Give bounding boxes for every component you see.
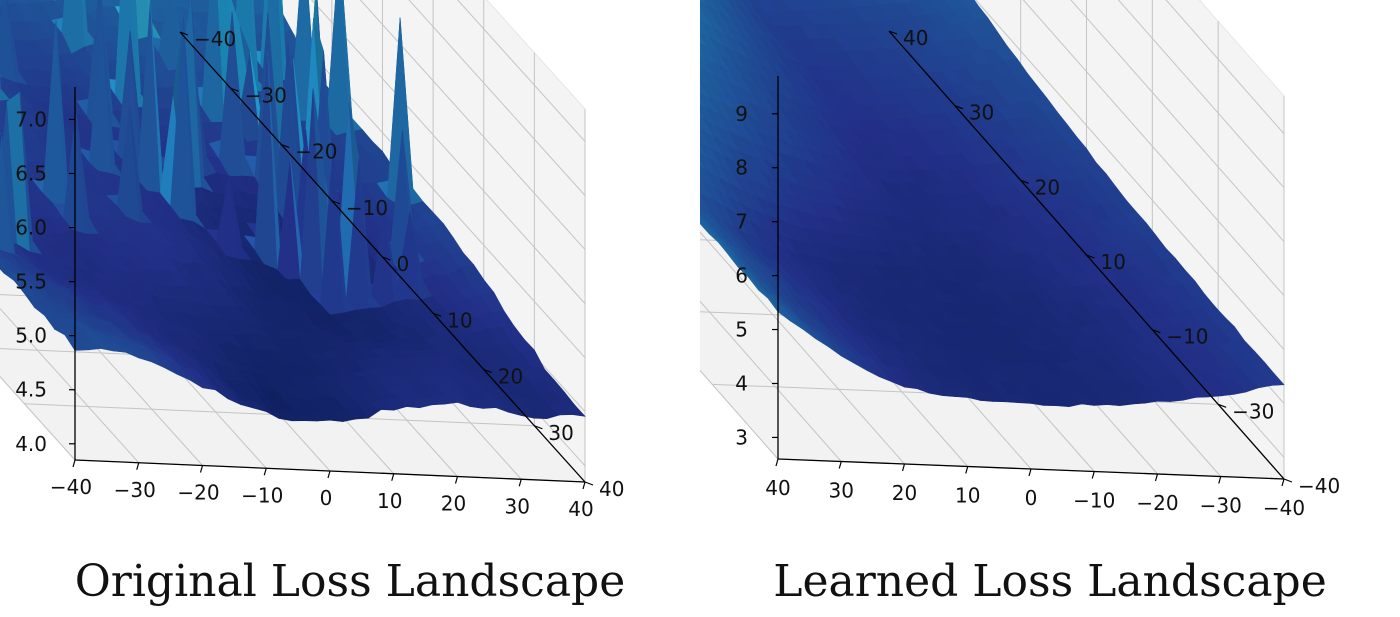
surface-mesh	[700, 0, 1285, 408]
y-tick	[331, 200, 341, 205]
x-tick	[1154, 473, 1159, 482]
x-tick-label: −20	[177, 481, 219, 505]
original-surface-plot: 4.0 4.5 5.0 5.5 6.0 6.5 7.0 −40 −30 −20 −10 0 10 20 30…	[0, 0, 624, 521]
x-tick	[72, 459, 76, 468]
x-tick	[327, 470, 331, 479]
y-tick	[432, 312, 442, 317]
surface-mesh	[0, 0, 586, 423]
x-tick-label: −10	[241, 483, 283, 507]
x-tick	[1091, 471, 1095, 479]
y-tick-label: 40	[903, 26, 928, 50]
x-tick-label: −40	[50, 475, 92, 499]
z-tick-label: 4	[735, 371, 748, 395]
y-tick-label: 0	[397, 252, 410, 276]
x-tick-label: −30	[1200, 494, 1242, 518]
x-tick-label: 30	[829, 479, 854, 503]
z-tick-label: 6	[735, 264, 748, 288]
chart-caption-learned: Learned Loss Landscape	[773, 556, 1327, 607]
x-tick	[263, 468, 267, 476]
y-tick-label: 40	[599, 477, 624, 501]
y-tick	[954, 105, 964, 110]
x-tick-label: 10	[955, 484, 980, 508]
chart-caption-original: Original Loss Landscape	[74, 556, 626, 607]
y-tick-label: −30	[1232, 399, 1274, 423]
y-tick-label: 30	[548, 421, 573, 445]
x-tick	[136, 462, 140, 470]
z-tick-label: 7	[735, 210, 748, 234]
x-tick-label: −10	[1073, 489, 1115, 513]
y-tick-label: −20	[295, 140, 337, 164]
x-tick-label: 40	[765, 476, 790, 500]
z-tick-label: 5	[735, 318, 748, 342]
x-tick-label: 20	[441, 492, 466, 516]
y-tick-label: −30	[245, 83, 287, 107]
z-tick-label: 4.0	[15, 432, 47, 456]
y-tick	[1217, 403, 1227, 408]
x-tick-label: 40	[568, 497, 593, 521]
x-tick	[775, 458, 779, 467]
y-tick-label: 30	[969, 101, 994, 125]
y-tick	[179, 31, 189, 36]
y-tick-label: −40	[194, 27, 236, 51]
x-tick-label: 10	[377, 489, 402, 513]
x-tick	[1218, 476, 1222, 484]
z-tick-label: 6.0	[15, 216, 47, 240]
z-tick-label: 3	[735, 425, 748, 449]
x-tick	[965, 466, 969, 474]
y-tick-label: −10	[1166, 325, 1208, 349]
y-tick-label: −10	[346, 196, 388, 220]
x-tick	[391, 473, 395, 481]
y-tick-label: 20	[1035, 175, 1060, 199]
x-tick	[454, 476, 459, 484]
y-tick	[534, 425, 543, 430]
z-tick-label: 5.0	[15, 324, 47, 348]
x-tick	[199, 465, 204, 473]
x-tick	[582, 481, 586, 490]
z-tick-label: 5.5	[15, 270, 47, 294]
y-tick	[584, 481, 594, 486]
y-tick-label: 20	[498, 365, 523, 389]
z-tick-label: 7.0	[15, 107, 47, 131]
x-tick	[518, 479, 522, 487]
x-tick-label: 0	[1025, 486, 1038, 510]
chart-learned: 3 4 5 6 7 8 9 40 30 20 10 0 −10 −20 −30 −40 −40 −30 −10 10 2…	[700, 0, 1400, 617]
x-tick-label: 30	[505, 494, 530, 518]
x-tick	[901, 463, 906, 472]
y-tick	[1086, 254, 1095, 259]
learned-surface-plot: 3 4 5 6 7 8 9 40 30 20 10 0 −10 −20 −30 −40−40 −30 −10 10 2…	[700, 0, 1340, 520]
z-tick-label: 4.5	[15, 378, 47, 402]
y-tick	[281, 143, 290, 149]
y-tick	[483, 368, 492, 374]
x-tick-label: 20	[892, 481, 917, 505]
x-tick	[1028, 468, 1032, 477]
y-tick	[230, 87, 239, 92]
y-tick-label: 10	[447, 308, 472, 332]
y-tick	[382, 256, 391, 261]
x-tick-label: 0	[320, 486, 333, 510]
x-tick	[1281, 478, 1285, 487]
chart-original: 4.0 4.5 5.0 5.5 6.0 6.5 7.0 −40 −30 −20 −10 0 10 20 30…	[0, 0, 626, 607]
x-tick-label: −30	[114, 478, 156, 502]
x-tick-label: −40	[1263, 496, 1305, 520]
y-tick-label: −40	[1298, 474, 1340, 498]
y-tick	[1152, 329, 1161, 334]
y-tick	[1283, 478, 1293, 483]
x-tick-label: −20	[1136, 491, 1178, 515]
y-tick	[888, 30, 898, 35]
z-tick-label: 6.5	[15, 161, 47, 185]
z-tick-label: 9	[735, 102, 748, 126]
y-tick-label: 10	[1101, 250, 1126, 274]
z-tick-label: 8	[735, 156, 748, 180]
x-tick	[838, 461, 842, 469]
y-tick	[1020, 179, 1029, 184]
